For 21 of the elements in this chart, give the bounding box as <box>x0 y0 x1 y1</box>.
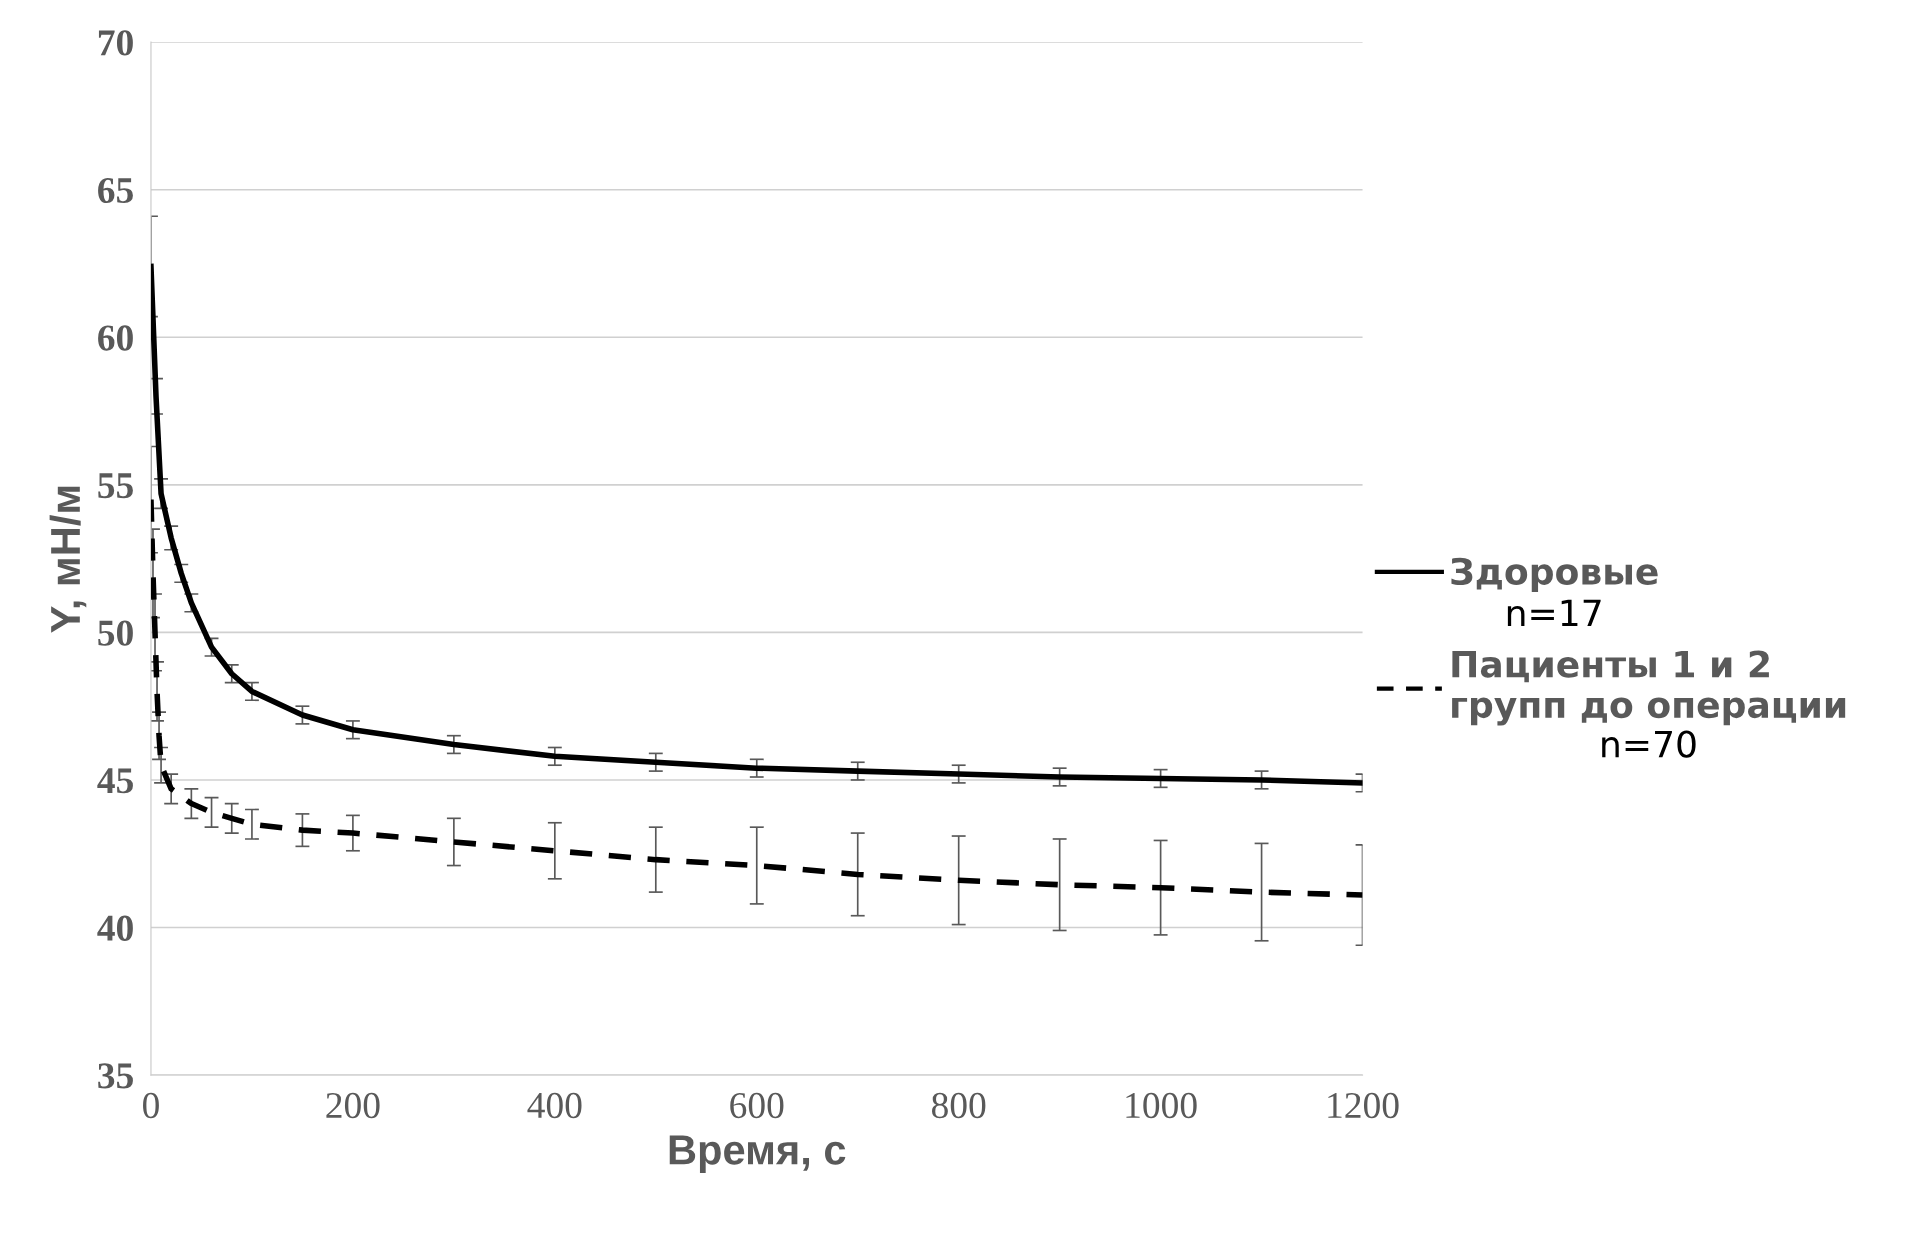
y-tick-label: 60 <box>98 325 133 351</box>
y-tick-label: 50 <box>98 620 133 646</box>
legend-label: Здоровые <box>1451 557 1658 593</box>
x-tick-label: 600 <box>730 1092 784 1119</box>
text: n=17 <box>1507 599 1601 627</box>
x-tick-label: 0 <box>143 1092 159 1119</box>
x-tick-label: 1000 <box>1126 1092 1197 1119</box>
text: n=70 <box>1602 730 1696 758</box>
x-tick-label: 200 <box>326 1092 380 1119</box>
y-tick-label: 35 <box>98 1063 133 1089</box>
y-tick-label: 40 <box>97 915 133 941</box>
y-axis-title: Y, мН/м <box>49 486 87 633</box>
x-tick-label: 1200 <box>1328 1092 1399 1119</box>
x-tick-label: 400 <box>527 1092 582 1119</box>
y-tick-label: 70 <box>98 30 133 56</box>
y-tick-label: 65 <box>98 177 133 204</box>
x-tick-label: 800 <box>931 1092 986 1119</box>
y-tick-label: 55 <box>98 473 133 499</box>
x-axis-title: Время, с <box>669 1135 846 1173</box>
legend-label: Пациенты 1 и 2 групп до операции <box>1452 650 1846 726</box>
y-tick-label: 45 <box>97 768 133 794</box>
